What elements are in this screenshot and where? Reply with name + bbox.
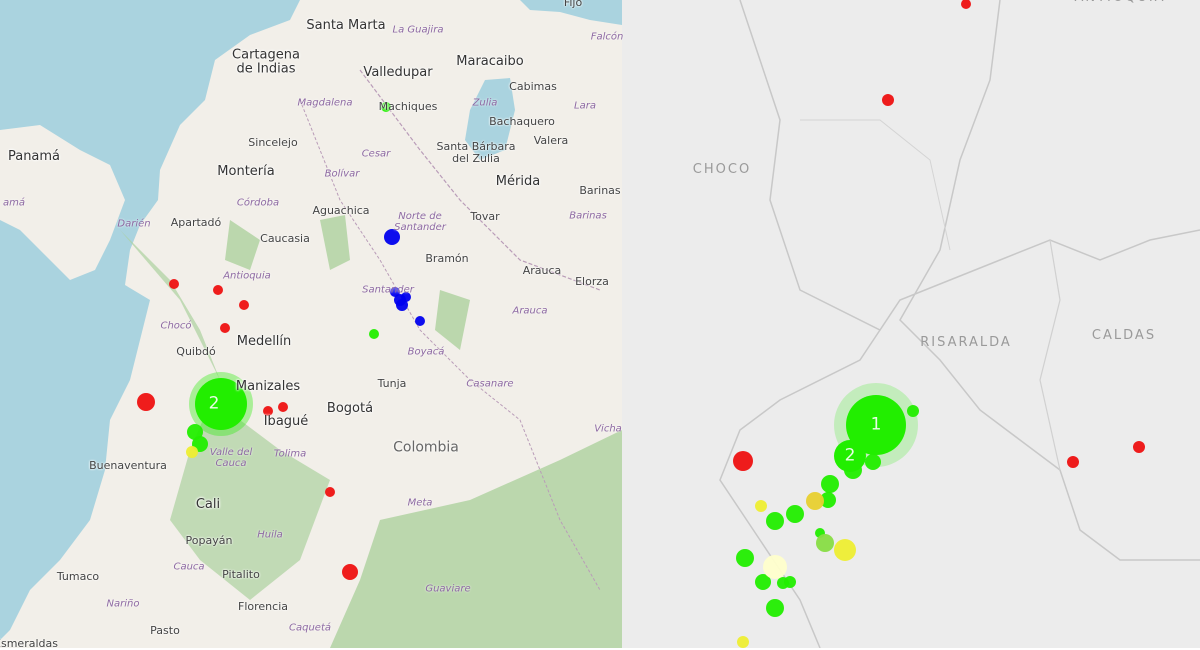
marker bbox=[786, 505, 804, 523]
marker bbox=[325, 487, 335, 497]
cluster bbox=[834, 440, 866, 472]
cluster bbox=[195, 378, 247, 430]
background bbox=[622, 0, 1200, 648]
marker bbox=[755, 500, 767, 512]
forest bbox=[330, 430, 622, 648]
marker bbox=[1133, 441, 1145, 453]
marker bbox=[390, 287, 400, 297]
panama-land bbox=[0, 125, 125, 280]
marker bbox=[186, 446, 198, 458]
border bbox=[299, 99, 601, 591]
border bbox=[1039, 239, 1061, 471]
marker bbox=[239, 300, 249, 310]
border bbox=[739, 0, 1200, 331]
marker bbox=[755, 574, 771, 590]
marker bbox=[342, 564, 358, 580]
marker bbox=[736, 549, 754, 567]
right-map bbox=[622, 0, 1200, 648]
marker bbox=[834, 539, 856, 561]
marker bbox=[816, 534, 834, 552]
marker bbox=[763, 555, 787, 579]
marker bbox=[907, 405, 919, 417]
marker bbox=[865, 454, 881, 470]
marker bbox=[806, 492, 824, 510]
marker bbox=[213, 285, 223, 295]
marker bbox=[766, 512, 784, 530]
marker bbox=[169, 279, 179, 289]
marker bbox=[278, 402, 288, 412]
border bbox=[719, 329, 881, 648]
marker bbox=[882, 94, 894, 106]
lake-maracaibo bbox=[465, 78, 515, 160]
cluster bbox=[846, 395, 906, 455]
border bbox=[800, 119, 951, 251]
marker bbox=[415, 316, 425, 326]
marker bbox=[381, 102, 391, 112]
marker bbox=[737, 636, 749, 648]
marker bbox=[220, 323, 230, 333]
marker bbox=[820, 492, 836, 508]
border bbox=[899, 0, 1200, 561]
marker bbox=[1067, 456, 1079, 468]
marker bbox=[821, 475, 839, 493]
marker bbox=[384, 229, 400, 245]
sea-north bbox=[520, 0, 622, 25]
marker bbox=[733, 451, 753, 471]
marker bbox=[766, 599, 784, 617]
marker bbox=[961, 0, 971, 9]
marker bbox=[369, 329, 379, 339]
marker bbox=[396, 299, 408, 311]
marker bbox=[187, 424, 203, 440]
left-map bbox=[0, 0, 622, 648]
marker bbox=[263, 406, 273, 416]
marker bbox=[137, 393, 155, 411]
border bbox=[359, 69, 601, 291]
marker bbox=[784, 576, 796, 588]
forest bbox=[225, 215, 470, 350]
